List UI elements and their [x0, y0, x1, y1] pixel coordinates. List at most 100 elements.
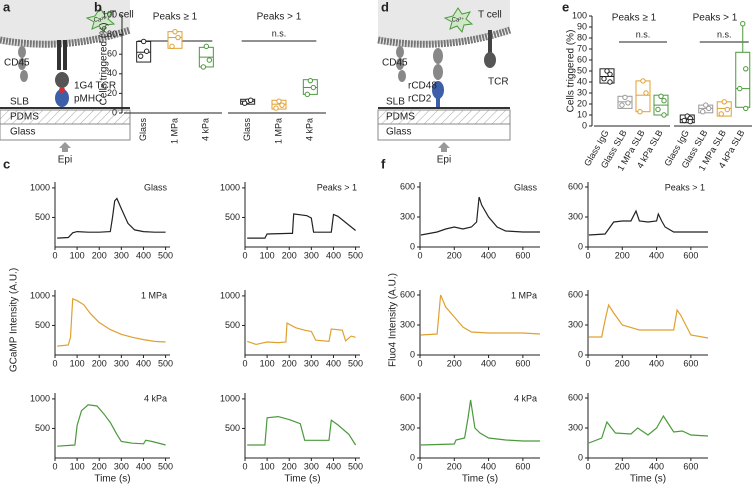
- x-tick-label: 500: [348, 358, 363, 368]
- group-title: Peaks > 1: [693, 13, 738, 24]
- x-tick-label: 400: [649, 358, 664, 368]
- point: [601, 76, 607, 82]
- label: PDMS: [10, 112, 39, 123]
- x-tick-label: 600: [683, 461, 698, 471]
- y-tick-label: 1000: [30, 182, 50, 192]
- x-tick-label: 500: [158, 250, 173, 260]
- y-tick-label: 600: [568, 181, 583, 191]
- diagram-d: d T cell Ca²⁺ CD45 rCD48 rCD2 TCR SLB PD…: [377, 0, 512, 166]
- x-tick-label: 600: [515, 358, 530, 368]
- panel-label: 1 MPa: [511, 290, 537, 300]
- x-tick-label: 200: [92, 461, 107, 471]
- label: PDMS: [386, 112, 415, 123]
- trace: [420, 294, 541, 336]
- point: [169, 43, 175, 50]
- point: [304, 91, 311, 98]
- y-tick-label: 300: [400, 211, 415, 221]
- y-tick-label: 0: [410, 452, 415, 462]
- trace: [588, 303, 709, 339]
- x-tick-label: 200: [92, 358, 107, 368]
- x-tick-label: 200: [282, 250, 297, 260]
- x-tick-label: 0: [242, 461, 247, 471]
- y-axis-label: GCaMP Intensity (A.U.): [9, 268, 20, 372]
- y-tick-label: 600: [568, 289, 583, 299]
- point: [247, 97, 254, 103]
- label: Glass: [10, 127, 36, 138]
- x-tick-label: 600: [515, 461, 530, 471]
- x-tick-label: 400: [326, 461, 341, 471]
- x-tick-label: 400: [326, 250, 341, 260]
- y-tick-label: 1000: [30, 393, 50, 403]
- panel-label: Glass: [514, 182, 538, 192]
- point: [206, 57, 213, 63]
- panel-letter: e: [562, 0, 569, 14]
- box: [635, 80, 651, 113]
- y-tick-label: 0: [410, 241, 415, 251]
- point: [279, 102, 285, 108]
- x-axis-label: Time (s): [630, 474, 666, 485]
- x-tick-label: 100: [260, 250, 275, 260]
- label: rCD2: [408, 94, 432, 105]
- x-tick-label: 400: [136, 358, 151, 368]
- annotation: n.s.: [717, 29, 732, 39]
- y-tick-label: 500: [35, 320, 50, 330]
- panel-label: Peaks > 1: [317, 182, 357, 192]
- y-tick-label: 0: [578, 241, 583, 251]
- x-tick-label: 100: [260, 461, 275, 471]
- x-tick-label: 0: [52, 461, 57, 471]
- y-tick-label: 80: [107, 29, 117, 39]
- point: [706, 105, 712, 112]
- y-tick-label: 0: [578, 349, 583, 359]
- point: [640, 78, 646, 84]
- point: [643, 90, 649, 96]
- panel-label: Peaks > 1: [665, 182, 705, 192]
- panel-letter: b: [94, 0, 102, 14]
- x-tick-label: 200: [447, 358, 462, 368]
- y-tick-label: 300: [400, 319, 415, 329]
- x-tick-label: 100: [70, 358, 85, 368]
- point: [740, 21, 746, 27]
- x-axis-label: Time (s): [94, 474, 130, 485]
- x-tick-label: 500: [348, 461, 363, 471]
- point: [607, 71, 613, 78]
- panel-label: Glass: [144, 182, 168, 192]
- x-tick-label: 300: [114, 250, 129, 260]
- x-tick-label: 100: [70, 250, 85, 260]
- trace: [247, 415, 357, 446]
- point: [619, 102, 625, 108]
- x-tick-label: 400: [481, 461, 496, 471]
- y-tick-label: 30: [577, 87, 587, 97]
- panel-label: 4 kPa: [514, 393, 537, 403]
- x-tick-label: 0: [52, 250, 57, 260]
- trace: [420, 196, 540, 236]
- y-tick-label: 500: [225, 320, 240, 330]
- point: [718, 111, 724, 117]
- point: [700, 109, 706, 115]
- x-tick-label: Glass: [138, 118, 148, 142]
- point: [307, 77, 314, 84]
- trace: [247, 213, 356, 239]
- panel-label: 1 MPa: [141, 290, 167, 300]
- point: [200, 64, 207, 70]
- x-tick-label: 4 kPa: [305, 118, 315, 141]
- x-tick-label: 0: [585, 250, 590, 260]
- x-tick-label: 400: [481, 358, 496, 368]
- x-tick-label: 0: [585, 461, 590, 471]
- panel-letter: f: [381, 156, 386, 171]
- box: [735, 51, 751, 108]
- label: SLB: [10, 97, 29, 108]
- point: [625, 100, 631, 106]
- label: Ca²⁺: [452, 17, 465, 24]
- label: pMHC: [74, 94, 102, 105]
- x-tick-label: 200: [615, 358, 630, 368]
- x-axis-label: Time (s): [284, 474, 320, 485]
- point: [310, 84, 317, 91]
- point: [273, 105, 279, 111]
- y-tick-label: 20: [577, 98, 587, 108]
- panel-letter: d: [381, 0, 389, 14]
- label: 1G4 TCR: [74, 81, 116, 92]
- point: [661, 112, 667, 118]
- y-tick-label: 60: [577, 54, 587, 64]
- trace: [588, 414, 709, 444]
